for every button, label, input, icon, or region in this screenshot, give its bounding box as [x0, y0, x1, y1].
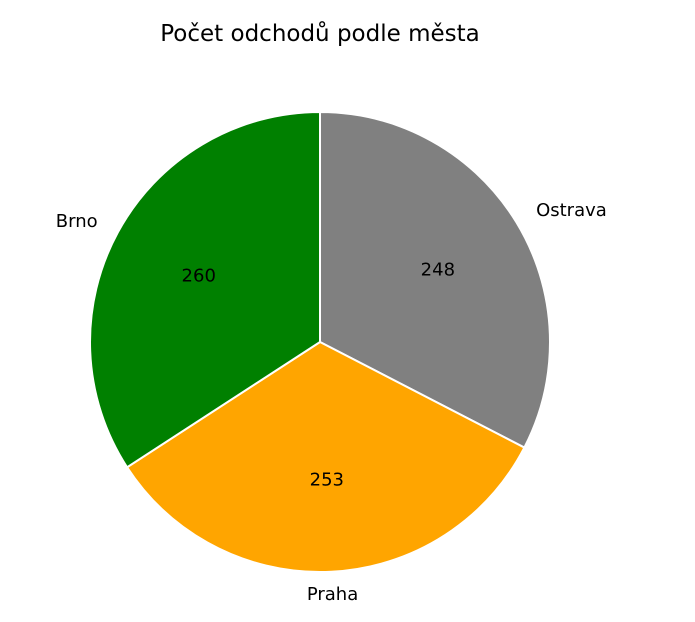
category-label-praha: Praha [307, 584, 358, 605]
category-label-brno: Brno [56, 211, 98, 232]
chart-title: Počet odchodů podle města [160, 20, 479, 47]
value-label-brno: 260 [182, 266, 216, 287]
value-label-ostrava: 248 [421, 260, 455, 281]
pie-slices [89, 110, 551, 573]
pie-labels: Ostrava 248 Praha 253 Brno 260 [56, 200, 607, 605]
pie-slice-praha [125, 340, 526, 573]
value-label-praha: 253 [310, 469, 344, 490]
category-label-ostrava: Ostrava [536, 200, 607, 221]
pie-slice-ostrava [319, 110, 551, 449]
pie-slice-brno [89, 110, 321, 469]
